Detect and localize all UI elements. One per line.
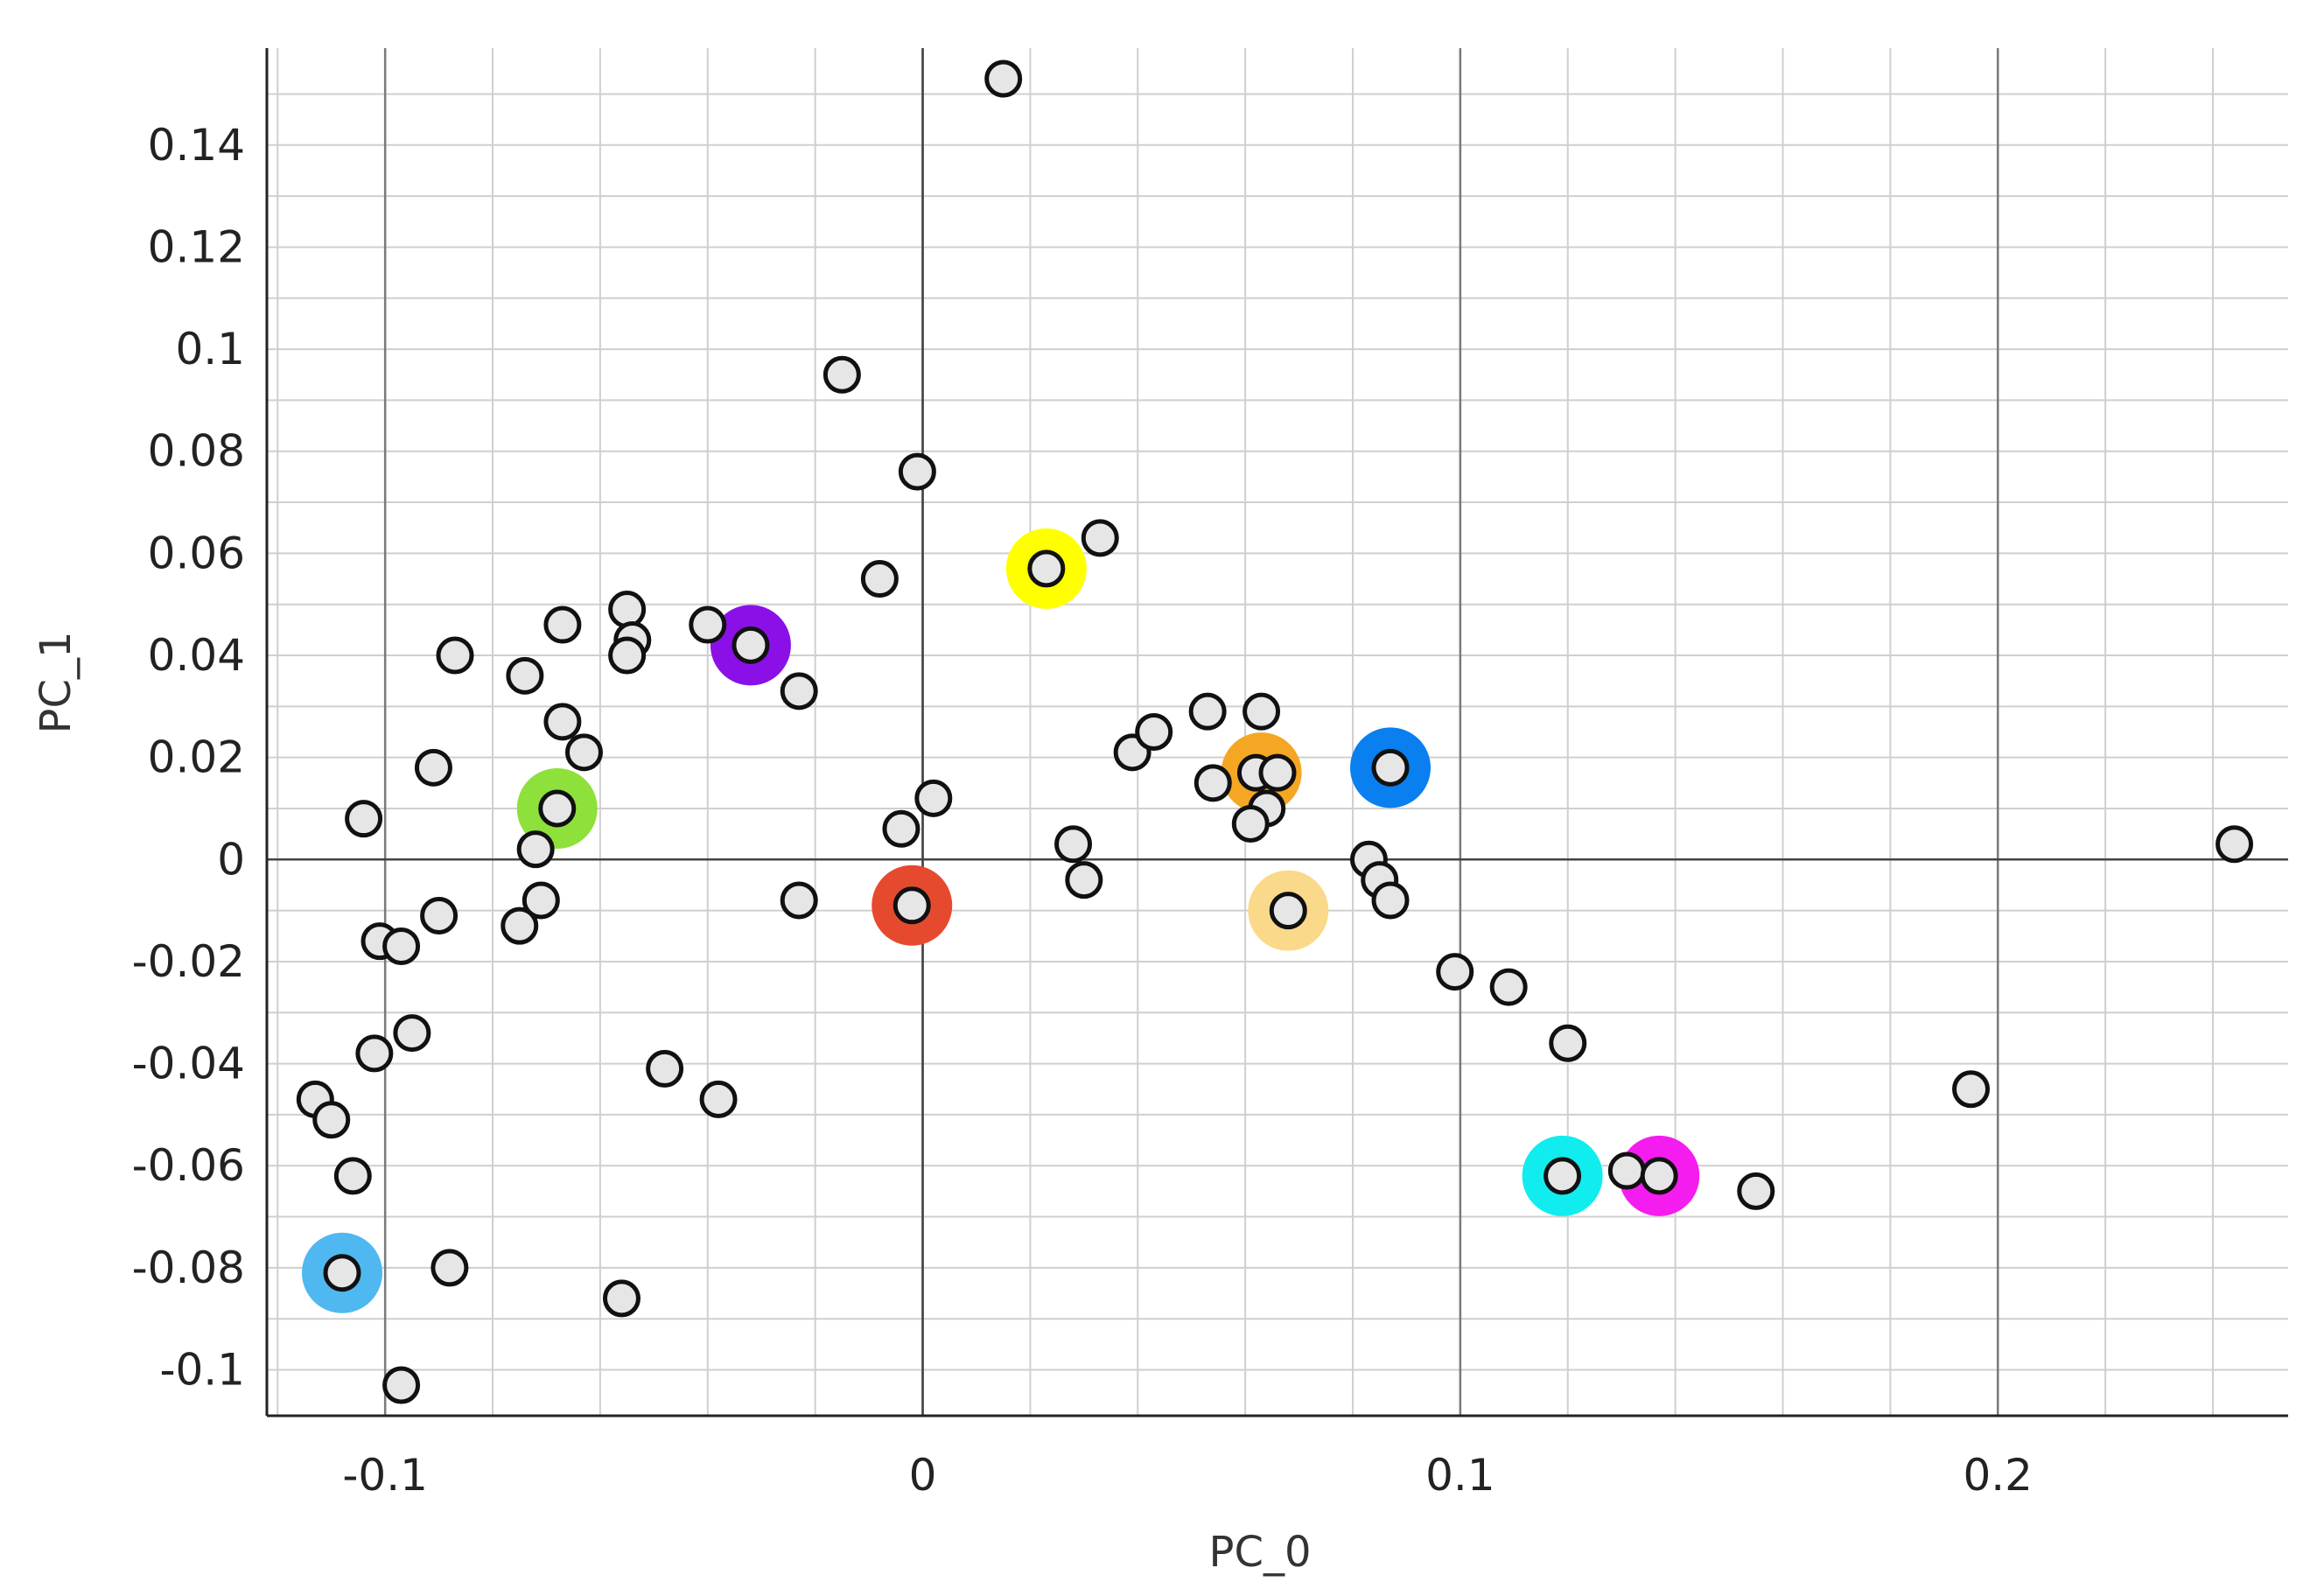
scatter-point [984,60,1023,98]
scatter-point [516,830,555,869]
x-tick-label: 0.1 [1425,1450,1495,1501]
y-tick-label: 0.06 [148,528,245,578]
scatter-point [522,881,560,920]
scatter-point [543,606,582,644]
scatter-point [780,672,818,710]
scatter-point [608,591,647,629]
scatter-point [1065,861,1103,900]
scatter-point [538,789,577,828]
y-tick-label: 0.14 [148,120,245,171]
scatter-point [1489,968,1528,1006]
scatter-point [1231,804,1270,843]
scatter-point [822,355,861,394]
y-tick-label: 0.04 [148,630,245,681]
scatter-point [500,906,539,945]
y-tick-label: 0.08 [148,426,245,477]
x-tick-labels: -0.1 0 0.1 0.2 [342,1450,2033,1501]
scatter-point [430,1249,469,1287]
scatter-point [436,636,474,675]
scatter-point [564,733,603,772]
x-tick-label: 0.2 [1963,1450,2033,1501]
scatter-point [882,809,920,848]
x-tick-label: 0 [909,1450,937,1501]
scatter-point [1952,1070,1991,1109]
scatter-point [355,1034,394,1073]
scatter-point [1549,1024,1587,1062]
scatter-point [506,656,544,695]
axes [265,48,2288,1418]
scatter-point [1737,1172,1775,1210]
scatter-point [1269,892,1307,930]
scatter-point [393,1014,431,1053]
x-tick-label: -0.1 [342,1450,428,1501]
scatter-point [333,1157,372,1195]
scatter-point [1194,764,1232,802]
scatter-point [543,703,582,741]
y-tick-label: 0.1 [175,324,245,374]
y-tick-label: 0.12 [148,221,245,272]
scatter-point [382,927,421,965]
y-tick-label: -0.1 [159,1345,245,1396]
scatter-point [1607,1152,1646,1190]
data-points [296,60,2254,1404]
scatter-point [689,606,727,644]
y-tick-labels: -0.1 -0.08 -0.06 -0.04 -0.02 0 0.02 0.04 0.06 0.0… [132,120,245,1396]
scatter-point [699,1080,738,1118]
scatter-point [1371,748,1410,787]
scatter-point [1188,692,1227,731]
scatter-point [892,886,931,925]
scatter-point [1027,550,1066,588]
scatter-point [1371,881,1410,920]
y-axis-title: PC_1 [32,632,80,734]
scatter-point [1242,692,1281,731]
y-tick-label: -0.06 [132,1140,245,1191]
scatter-point [1436,953,1474,991]
scatter-point [914,779,953,817]
scatter-point [1640,1157,1678,1195]
scatter-point [1054,825,1093,864]
scatter-point [382,1366,421,1404]
zero-lines [267,48,2288,1416]
y-tick-label: 0 [217,834,245,885]
scatter-point [420,896,458,934]
scatter-point [323,1254,361,1292]
scatter-point [1081,519,1119,557]
scatter-point [602,1279,640,1318]
scatter-point [898,452,936,491]
scatter-point [1258,753,1297,792]
x-axis-title: PC_0 [1209,1528,1312,1577]
scatter-point [312,1101,351,1139]
scatter-point [414,748,452,787]
y-tick-label: -0.04 [132,1039,245,1089]
y-tick-label: -0.02 [132,936,245,987]
scatter-point [646,1049,684,1088]
y-tick-label: 0.02 [148,732,245,783]
scatter-point [1544,1157,1582,1195]
scatter-point [345,800,383,838]
y-tick-label: -0.08 [132,1242,245,1293]
scatter-point [780,881,818,920]
scatter-point [860,560,899,598]
scatter-point [608,636,647,675]
scatter-point [2216,825,2254,864]
scatter-point [732,626,770,664]
scatter-point [1135,713,1173,751]
